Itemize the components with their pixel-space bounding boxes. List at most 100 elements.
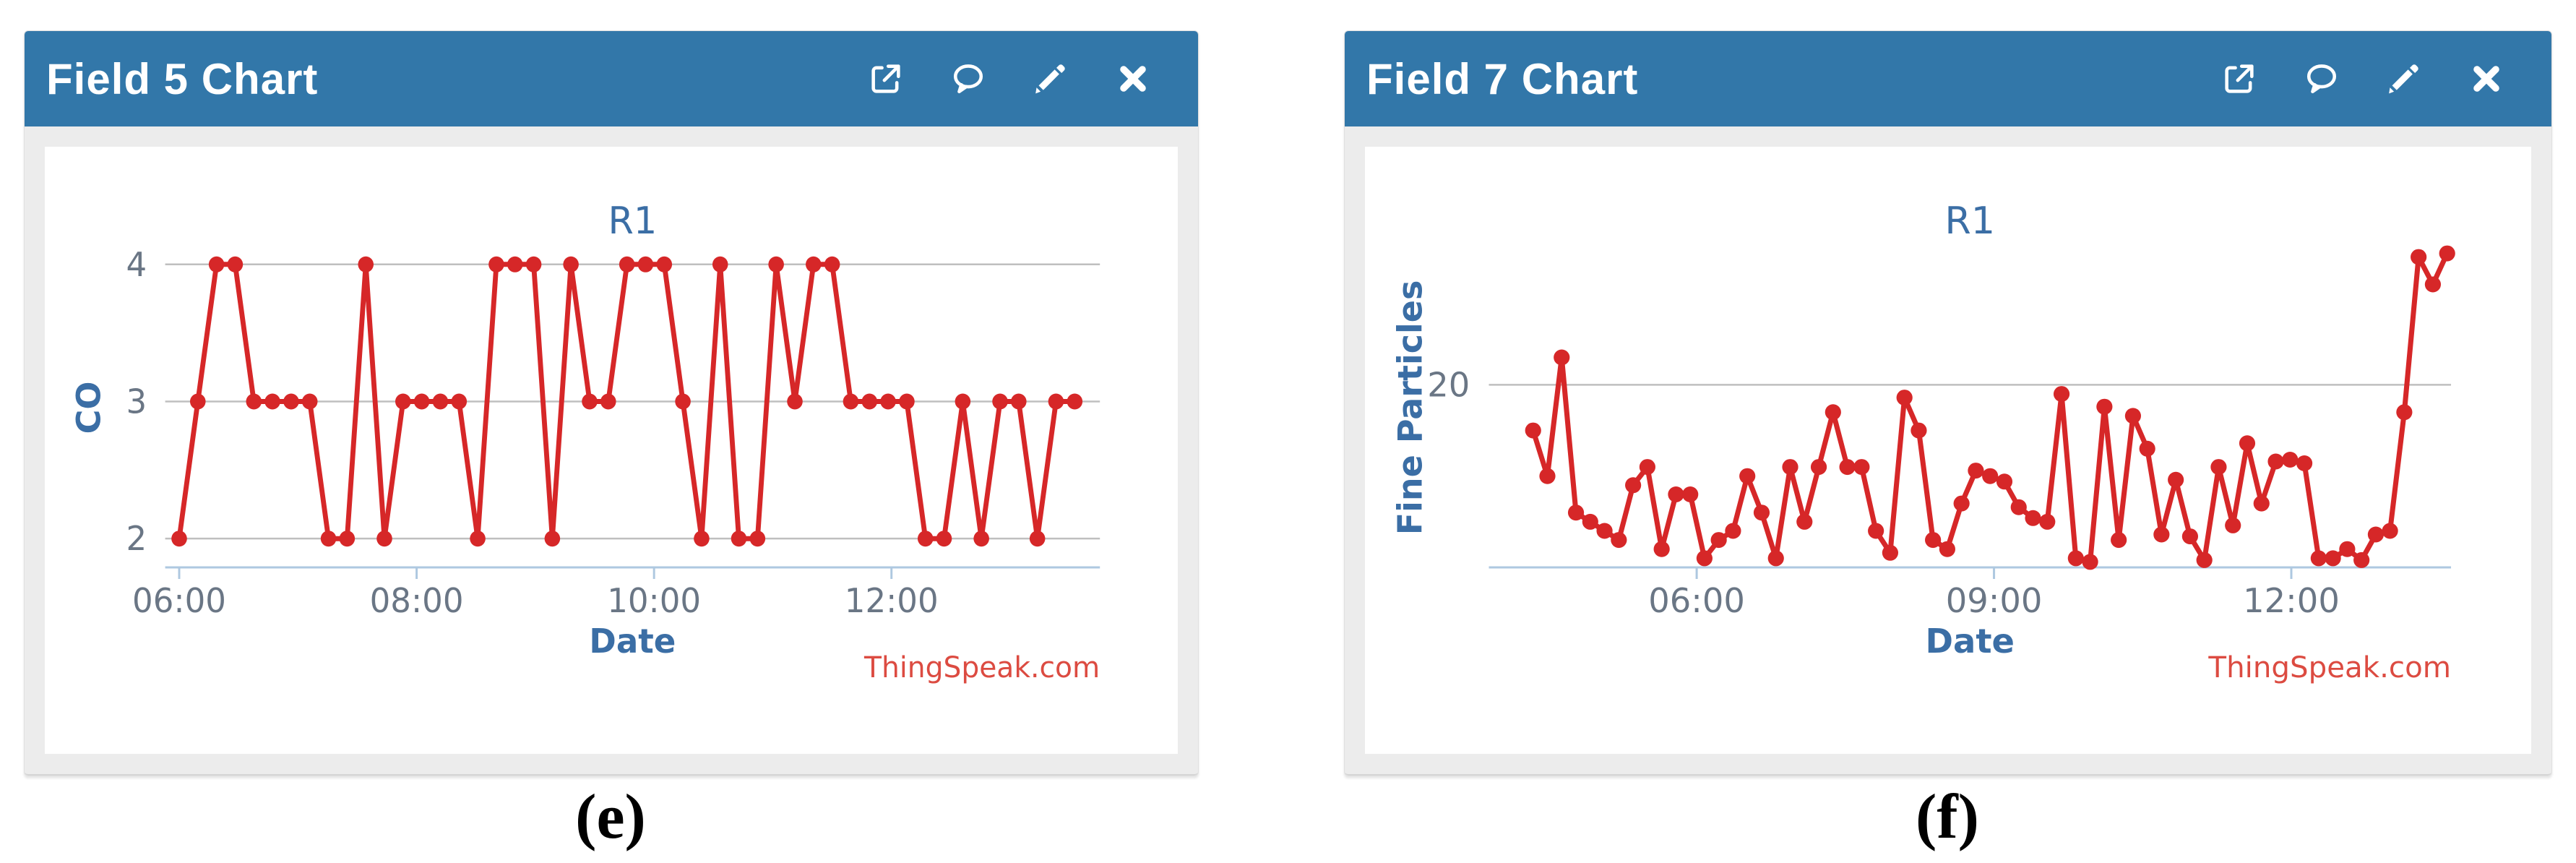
data-point-marker[interactable] bbox=[1853, 459, 1870, 476]
data-point-marker[interactable] bbox=[2124, 408, 2142, 424]
data-point-marker[interactable] bbox=[1796, 513, 1813, 530]
data-point-marker[interactable] bbox=[1653, 541, 1670, 557]
data-point-marker[interactable] bbox=[2310, 550, 2327, 567]
data-point-marker[interactable] bbox=[1868, 523, 1884, 539]
data-point-marker[interactable] bbox=[637, 256, 654, 272]
data-point-marker[interactable] bbox=[246, 393, 262, 410]
data-point-marker[interactable] bbox=[2153, 526, 2170, 543]
data-point-marker[interactable] bbox=[806, 256, 822, 272]
data-point-marker[interactable] bbox=[1582, 513, 1598, 530]
data-point-marker[interactable] bbox=[2367, 526, 2385, 543]
data-point-marker[interactable] bbox=[451, 393, 468, 410]
data-point-marker[interactable] bbox=[171, 531, 187, 547]
data-point-marker[interactable] bbox=[843, 393, 859, 410]
edit-pencil-icon[interactable] bbox=[1032, 60, 1069, 98]
data-point-marker[interactable] bbox=[2424, 276, 2442, 293]
data-point-marker[interactable] bbox=[861, 393, 878, 410]
data-point-marker[interactable] bbox=[2239, 435, 2256, 452]
data-point-marker[interactable] bbox=[1554, 349, 1570, 366]
data-point-marker[interactable] bbox=[619, 256, 635, 272]
branding-link[interactable]: ThingSpeak.com bbox=[2207, 651, 2451, 684]
data-point-marker[interactable] bbox=[208, 256, 225, 272]
external-link-icon[interactable] bbox=[2220, 60, 2258, 98]
data-point-marker[interactable] bbox=[2025, 510, 2041, 526]
data-point-marker[interactable] bbox=[1539, 468, 1556, 484]
data-point-marker[interactable] bbox=[488, 256, 504, 272]
data-point-marker[interactable] bbox=[339, 531, 356, 547]
data-point-marker[interactable] bbox=[2353, 551, 2370, 568]
data-point-marker[interactable] bbox=[1911, 422, 1927, 439]
data-point-marker[interactable] bbox=[955, 393, 971, 410]
data-point-marker[interactable] bbox=[824, 256, 840, 272]
data-point-marker[interactable] bbox=[432, 393, 449, 410]
data-point-marker[interactable] bbox=[731, 531, 747, 547]
data-point-marker[interactable] bbox=[2396, 404, 2413, 421]
data-point-marker[interactable] bbox=[358, 256, 374, 272]
data-point-marker[interactable] bbox=[2181, 528, 2199, 545]
data-point-marker[interactable] bbox=[656, 256, 673, 272]
data-point-marker[interactable] bbox=[936, 531, 952, 547]
data-point-marker[interactable] bbox=[2039, 513, 2056, 530]
data-point-marker[interactable] bbox=[2010, 499, 2027, 515]
data-point-marker[interactable] bbox=[1048, 393, 1064, 410]
data-point-marker[interactable] bbox=[768, 256, 784, 272]
data-point-marker[interactable] bbox=[544, 531, 561, 547]
data-point-marker[interactable] bbox=[2139, 440, 2155, 457]
data-point-marker[interactable] bbox=[1810, 459, 1827, 476]
external-link-icon[interactable] bbox=[867, 60, 905, 98]
data-point-marker[interactable] bbox=[2111, 532, 2127, 549]
data-point-marker[interactable] bbox=[2082, 554, 2098, 570]
data-point-marker[interactable] bbox=[470, 531, 486, 547]
data-point-marker[interactable] bbox=[1525, 422, 1541, 439]
close-icon[interactable] bbox=[1114, 60, 1152, 98]
branding-link[interactable]: ThingSpeak.com bbox=[863, 651, 1100, 684]
data-point-marker[interactable] bbox=[2282, 452, 2299, 468]
data-point-marker[interactable] bbox=[992, 393, 1008, 410]
data-point-marker[interactable] bbox=[880, 393, 896, 410]
data-point-marker[interactable] bbox=[2296, 455, 2313, 471]
data-point-marker[interactable] bbox=[2168, 471, 2184, 488]
data-point-marker[interactable] bbox=[1939, 541, 1955, 557]
data-point-marker[interactable] bbox=[787, 393, 803, 410]
data-point-marker[interactable] bbox=[507, 256, 523, 272]
data-point-marker[interactable] bbox=[1710, 532, 1727, 549]
data-point-marker[interactable] bbox=[1953, 495, 1970, 512]
data-point-marker[interactable] bbox=[749, 531, 766, 547]
data-point-marker[interactable] bbox=[2053, 386, 2070, 403]
data-point-marker[interactable] bbox=[2339, 541, 2356, 557]
data-point-marker[interactable] bbox=[2067, 550, 2084, 567]
data-point-marker[interactable] bbox=[395, 393, 411, 410]
data-point-marker[interactable] bbox=[283, 393, 299, 410]
data-point-marker[interactable] bbox=[1668, 486, 1684, 502]
data-point-marker[interactable] bbox=[1982, 468, 1999, 484]
data-point-marker[interactable] bbox=[1011, 393, 1027, 410]
data-point-marker[interactable] bbox=[1996, 473, 2013, 490]
data-point-marker[interactable] bbox=[301, 393, 318, 410]
data-point-marker[interactable] bbox=[1968, 463, 1984, 479]
data-point-marker[interactable] bbox=[1682, 486, 1699, 502]
data-point-marker[interactable] bbox=[1925, 532, 1942, 549]
data-point-marker[interactable] bbox=[675, 393, 691, 410]
data-point-marker[interactable] bbox=[1767, 550, 1784, 567]
data-point-marker[interactable] bbox=[563, 256, 579, 272]
data-point-marker[interactable] bbox=[227, 256, 244, 272]
data-point-marker[interactable] bbox=[189, 393, 206, 410]
data-point-marker[interactable] bbox=[2382, 523, 2398, 539]
data-point-marker[interactable] bbox=[525, 256, 542, 272]
data-point-marker[interactable] bbox=[2439, 245, 2455, 262]
data-point-marker[interactable] bbox=[1896, 390, 1913, 406]
data-point-marker[interactable] bbox=[2210, 459, 2227, 476]
data-point-marker[interactable] bbox=[320, 531, 337, 547]
data-point-marker[interactable] bbox=[1839, 459, 1856, 476]
data-point-marker[interactable] bbox=[2411, 249, 2427, 265]
data-point-marker[interactable] bbox=[1611, 532, 1627, 549]
data-point-marker[interactable] bbox=[2253, 495, 2270, 512]
data-point-marker[interactable] bbox=[1596, 523, 1613, 539]
data-point-marker[interactable] bbox=[1739, 468, 1756, 484]
data-point-marker[interactable] bbox=[413, 393, 430, 410]
data-point-marker[interactable] bbox=[712, 256, 728, 272]
data-point-marker[interactable] bbox=[2267, 453, 2284, 470]
data-point-marker[interactable] bbox=[1625, 477, 1642, 494]
data-point-marker[interactable] bbox=[1639, 459, 1655, 476]
data-point-marker[interactable] bbox=[1029, 531, 1046, 547]
